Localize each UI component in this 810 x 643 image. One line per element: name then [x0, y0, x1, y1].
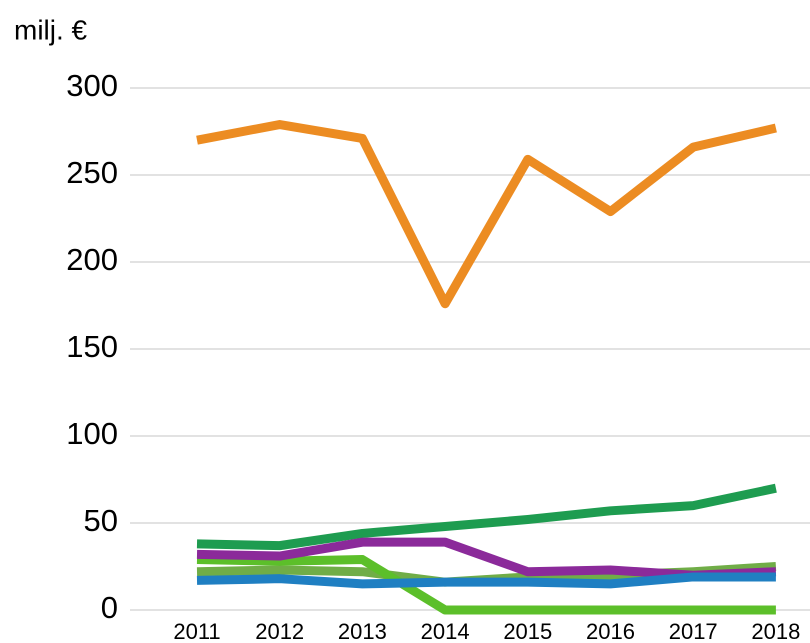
y-tick-label: 150: [66, 329, 118, 364]
x-tick-label: 2014: [421, 619, 470, 643]
y-tick-label: 100: [66, 416, 118, 451]
y-tick-label: 200: [66, 242, 118, 277]
x-tick-label: 2013: [338, 619, 387, 643]
x-tick-label: 2016: [586, 619, 635, 643]
series-line: [196, 572, 776, 589]
x-tick-label: 2012: [255, 619, 304, 643]
series-line: [196, 120, 777, 309]
series-line: [196, 555, 776, 615]
series-line: [196, 483, 777, 551]
x-tick-label: 2015: [503, 619, 552, 643]
x-tick-label: 2018: [751, 619, 800, 643]
chart-title: milj. €: [14, 14, 88, 45]
y-tick-label: 300: [66, 68, 118, 103]
y-tick-label: 50: [84, 503, 118, 538]
x-tick-label: 2011: [173, 619, 220, 643]
y-tick-label: 250: [66, 155, 118, 190]
y-tick-label: 0: [101, 590, 118, 625]
x-tick-label: 2017: [669, 619, 718, 643]
